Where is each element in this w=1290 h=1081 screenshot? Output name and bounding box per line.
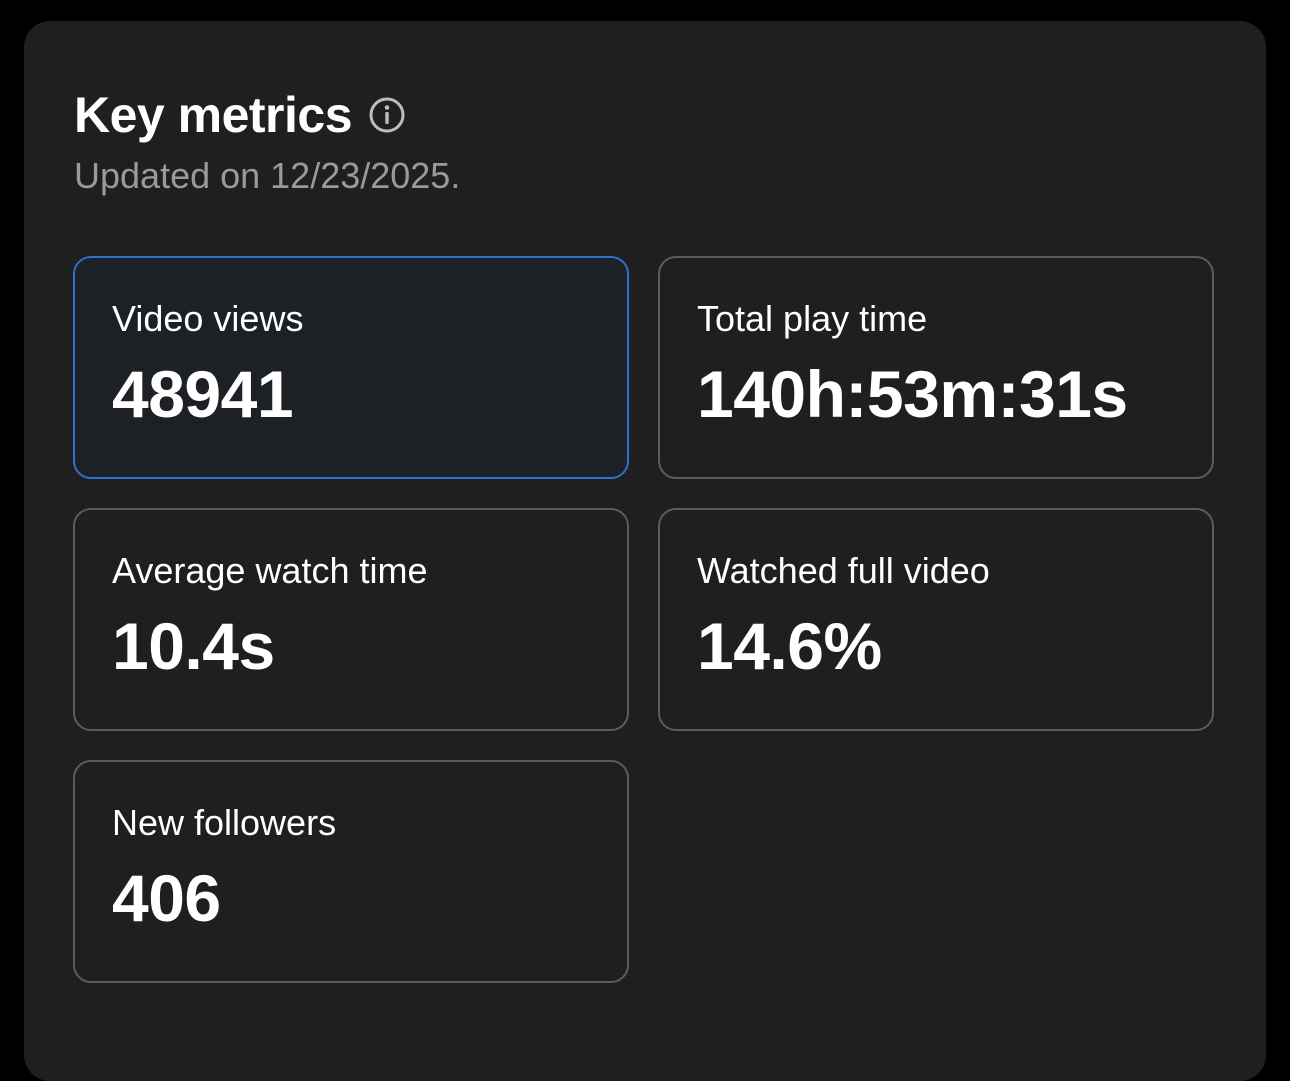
title-row: Key metrics: [74, 85, 406, 145]
metric-label: Video views: [112, 298, 304, 339]
metric-value: 10.4s: [112, 609, 275, 683]
metric-label: New followers: [112, 802, 337, 843]
metric-card-new-followers[interactable]: New followers 406: [73, 760, 629, 983]
metric-card-total-play-time[interactable]: Total play time 140h:53m:31s: [658, 256, 1214, 479]
metric-label: Average watch time: [112, 550, 428, 591]
metric-value: 14.6%: [697, 609, 882, 683]
metric-value: 406: [112, 861, 221, 935]
metric-value: 140h:53m:31s: [697, 357, 1128, 431]
info-icon[interactable]: [368, 96, 406, 134]
metric-label: Watched full video: [697, 550, 990, 591]
page-title: Key metrics: [74, 87, 353, 143]
key-metrics-panel: Key metrics Updated on 12/23/2025. Video…: [24, 21, 1266, 1081]
updated-date: Updated on 12/23/2025.: [74, 155, 461, 196]
metric-card-average-watch-time[interactable]: Average watch time 10.4s: [73, 508, 629, 731]
metric-card-watched-full-video[interactable]: Watched full video 14.6%: [658, 508, 1214, 731]
metric-card-video-views[interactable]: Video views 48941: [73, 256, 629, 479]
metric-value: 48941: [112, 357, 294, 431]
metric-label: Total play time: [697, 298, 928, 339]
